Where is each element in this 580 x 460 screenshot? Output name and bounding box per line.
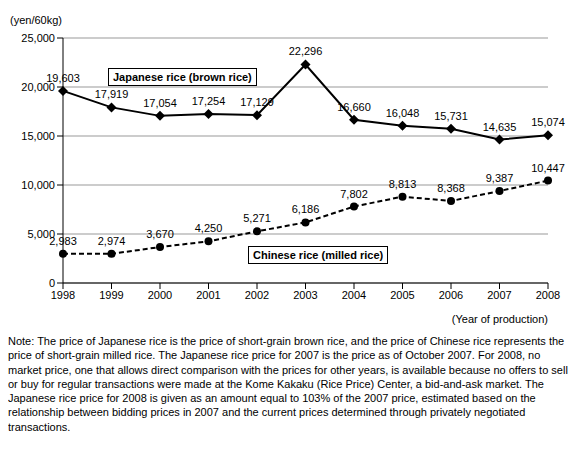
html-text:Chinese rice (milled rice): Chinese rice (milled rice) — [253, 249, 384, 261]
svg-text:0: 0 — [49, 277, 55, 289]
svg-text:2,974: 2,974 — [98, 235, 126, 247]
svg-text:15,731: 15,731 — [434, 110, 468, 122]
svg-text:15,000: 15,000 — [21, 130, 55, 142]
svg-text:2004: 2004 — [342, 289, 366, 301]
svg-text:17,254: 17,254 — [192, 95, 226, 107]
svg-text:4,250: 4,250 — [195, 222, 223, 234]
svg-text:19,603: 19,603 — [46, 72, 80, 84]
svg-text:2008: 2008 — [536, 289, 560, 301]
svg-text:17,129: 17,129 — [240, 96, 274, 108]
svg-text:5,271: 5,271 — [243, 212, 271, 224]
svg-text:6,186: 6,186 — [292, 203, 320, 215]
svg-text:1999: 1999 — [99, 289, 123, 301]
svg-text:15,074: 15,074 — [531, 116, 565, 128]
svg-text:2001: 2001 — [196, 289, 220, 301]
html-text:(yen/60kg): (yen/60kg) — [10, 14, 62, 26]
svg-text:10,447: 10,447 — [531, 162, 565, 174]
svg-text:5,000: 5,000 — [27, 227, 55, 240]
svg-text:2000: 2000 — [148, 289, 172, 301]
svg-text:2006: 2006 — [439, 289, 463, 301]
svg-text:2003: 2003 — [293, 289, 317, 301]
svg-text:7,802: 7,802 — [340, 188, 368, 200]
svg-text:3,670: 3,670 — [146, 228, 174, 240]
svg-text:22,296: 22,296 — [289, 45, 323, 57]
svg-text:1998: 1998 — [51, 289, 75, 301]
svg-text:2002: 2002 — [245, 289, 269, 301]
svg-text:9,387: 9,387 — [486, 172, 514, 184]
html-text:Japanese rice (brown rice): Japanese rice (brown rice) — [113, 71, 252, 83]
svg-text:2005: 2005 — [390, 289, 414, 301]
svg-text:16,660: 16,660 — [337, 101, 371, 113]
svg-text:10,000: 10,000 — [21, 179, 55, 191]
svg-text:14,635: 14,635 — [483, 121, 517, 133]
svg-text:25,000: 25,000 — [21, 32, 55, 44]
svg-text:2,983: 2,983 — [49, 235, 77, 247]
html-text:Note: The price of Japanese ri: Note: The price of Japanese rice is the … — [8, 335, 568, 433]
svg-text:17,054: 17,054 — [143, 97, 177, 109]
svg-text:8,813: 8,813 — [389, 178, 417, 190]
svg-text:(Year of production): (Year of production) — [452, 313, 548, 325]
svg-text:16,048: 16,048 — [386, 107, 420, 119]
svg-text:8,368: 8,368 — [437, 182, 465, 194]
svg-text:20,000: 20,000 — [21, 80, 55, 93]
svg-text:17,919: 17,919 — [95, 88, 129, 100]
svg-text:2007: 2007 — [487, 289, 511, 301]
